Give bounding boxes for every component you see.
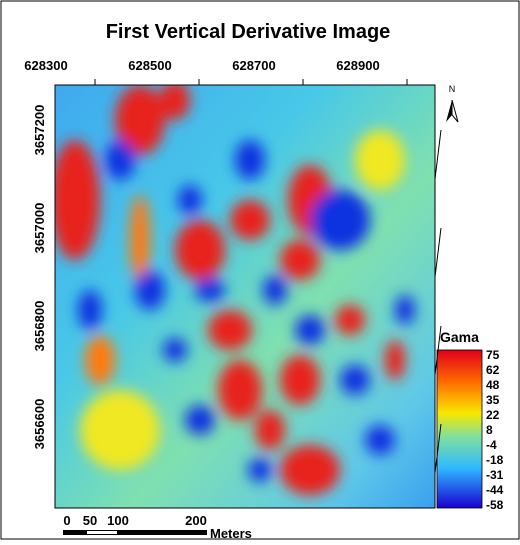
anomaly: [163, 338, 187, 362]
x-tick-label: 628900: [336, 58, 379, 73]
y-tick-label: 3656600: [32, 399, 47, 450]
anomaly: [185, 405, 215, 435]
anomaly: [263, 275, 287, 305]
y-tick-label: 3657200: [32, 105, 47, 156]
anomaly: [280, 240, 320, 280]
x-tick-label: 628500: [128, 58, 171, 73]
anomaly: [335, 305, 365, 335]
x-tick-label: 628300: [24, 58, 67, 73]
legend-tick-label: -4: [486, 438, 497, 452]
raster: [50, 80, 435, 508]
legend-tick-label: -58: [486, 498, 504, 512]
y-tick-label: 3657000: [32, 203, 47, 254]
legend-tick-label: 35: [486, 393, 500, 407]
anomaly: [195, 278, 225, 302]
anomaly: [280, 445, 340, 495]
anomaly: [365, 425, 395, 455]
anomaly: [80, 390, 160, 470]
scale-bar: [63, 530, 207, 535]
anomaly: [385, 340, 405, 380]
legend-tick-label: 8: [486, 423, 493, 437]
anomaly: [230, 200, 270, 240]
x-tick-label: 628700: [232, 58, 275, 73]
anomaly: [160, 80, 190, 120]
anomaly: [208, 310, 252, 350]
legend-tick-label: 48: [486, 378, 500, 392]
legend-tick-label: -18: [486, 453, 504, 467]
scale-unit: Meters: [210, 526, 252, 540]
anomaly: [295, 315, 325, 345]
scale-label: 200: [185, 513, 207, 528]
anomaly: [78, 290, 102, 330]
legend-title: Gama: [440, 329, 479, 345]
anomaly: [255, 410, 285, 450]
anomaly: [135, 270, 165, 310]
scale-label: 50: [83, 513, 97, 528]
north-label: N: [449, 84, 456, 94]
anomaly: [175, 220, 225, 280]
anomaly: [310, 190, 370, 250]
anomaly: [355, 130, 405, 190]
colorbar: [437, 350, 482, 508]
anomaly: [248, 458, 272, 482]
anomaly: [340, 365, 370, 395]
legend-tick-label: 22: [486, 408, 500, 422]
anomaly: [50, 140, 100, 260]
title: First Vertical Derivative Image: [106, 21, 391, 43]
scale-label: 0: [63, 513, 70, 528]
anomaly: [85, 335, 115, 385]
anomaly: [280, 355, 320, 405]
anomaly: [105, 140, 135, 180]
legend-tick-label: -31: [486, 468, 504, 482]
anomaly: [178, 185, 202, 215]
anomaly: [218, 360, 262, 420]
anomaly: [395, 295, 415, 325]
legend-tick-label: 75: [486, 348, 500, 362]
legend-tick-label: -44: [486, 483, 504, 497]
legend-tick-label: 62: [486, 363, 500, 377]
anomaly: [235, 140, 265, 180]
map-figure: First Vertical Derivative Image N Gama 6…: [0, 0, 520, 540]
scale-label: 100: [107, 513, 129, 528]
y-tick-label: 3656800: [32, 301, 47, 352]
